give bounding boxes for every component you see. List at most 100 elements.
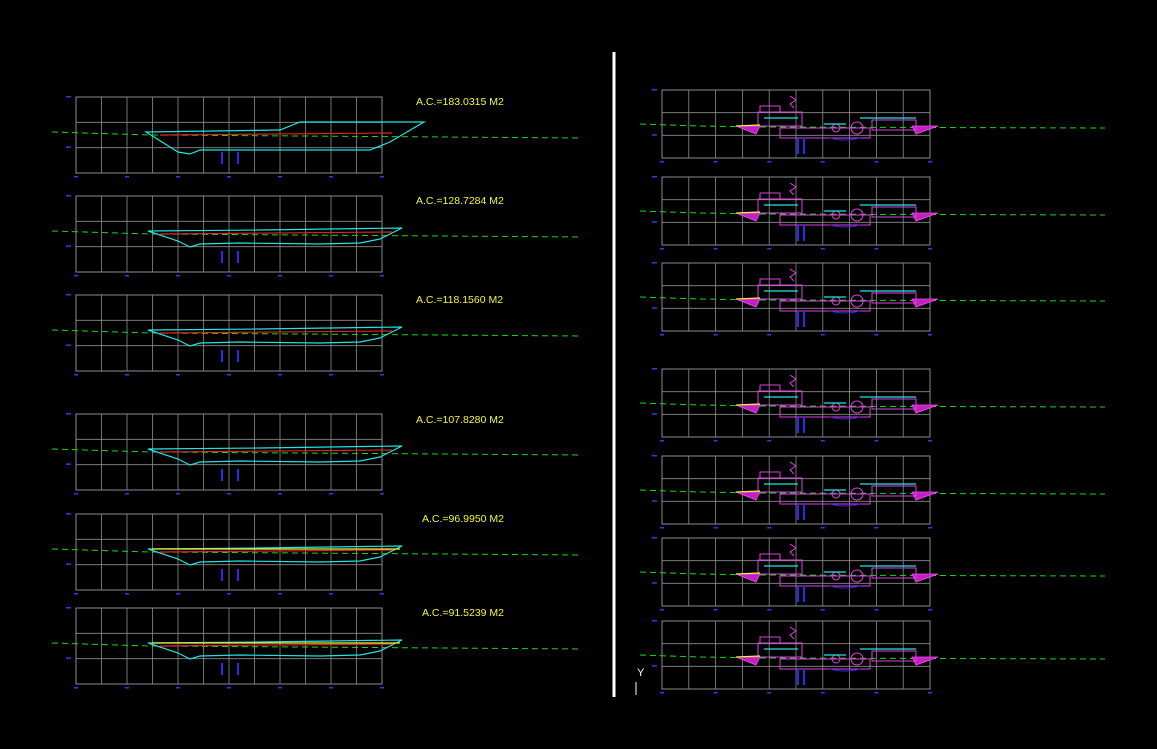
structure-box	[759, 192, 781, 200]
axis-tick-mark	[928, 527, 932, 529]
pipe-circle	[850, 487, 864, 501]
axis-tick-mark	[329, 374, 333, 376]
detailed-cross-section[interactable]	[639, 455, 1106, 529]
drain-arc	[829, 668, 861, 672]
cross-section[interactable]: A.C.=183.0315 M2	[51, 96, 583, 178]
axis-tick-mark	[820, 161, 825, 163]
centerline-marker	[797, 669, 799, 685]
detailed-cross-section[interactable]	[639, 368, 1106, 442]
axis-tick-mark	[820, 248, 825, 250]
axis-marker	[789, 543, 797, 557]
centerline-marker	[221, 569, 223, 581]
section-frame	[75, 607, 383, 685]
axis-tick-mark	[380, 593, 384, 595]
centerline-marker	[803, 311, 805, 327]
centerline-marker	[221, 251, 223, 263]
axis-tick-mark	[176, 176, 180, 178]
centerline-marker	[803, 417, 805, 433]
axis-tick-mark	[380, 275, 384, 277]
pavement-lines	[764, 117, 916, 125]
axis-tick-mark	[278, 275, 282, 277]
axis-tick-mark	[820, 334, 825, 336]
centerline-marker	[237, 350, 239, 362]
road-section-outline	[147, 639, 403, 660]
axis-tick-mark	[66, 563, 71, 565]
detailed-cross-section[interactable]	[639, 176, 1106, 250]
structure-box	[759, 384, 781, 392]
axis-tick-mark	[176, 593, 180, 595]
axis-tick-mark	[928, 440, 932, 442]
pavement-lines	[764, 396, 916, 404]
centerline-marker	[797, 417, 799, 433]
section-frame	[75, 294, 383, 372]
axis-tick-mark	[713, 161, 718, 163]
section-frame	[661, 368, 931, 438]
axis-tick-mark	[874, 161, 879, 163]
cross-section[interactable]: A.C.=107.8280 M2	[51, 413, 583, 495]
structure-box	[779, 214, 871, 226]
axis-marker	[789, 626, 797, 640]
rasante-line	[159, 132, 393, 136]
ground-line	[51, 131, 583, 139]
fill-line	[735, 490, 761, 493]
cut-area-label: A.C.=118.1560 M2	[416, 294, 503, 306]
structure-box	[779, 658, 871, 670]
axis-tick-mark	[66, 413, 71, 415]
detailed-cross-section[interactable]	[639, 89, 1106, 163]
cross-section[interactable]: A.C.=128.7284 M2	[51, 195, 583, 277]
centerline-marker	[803, 669, 805, 685]
section-frame	[661, 537, 931, 607]
structure-box	[779, 300, 871, 312]
axis-tick-mark	[874, 334, 879, 336]
axis-tick-mark	[227, 593, 231, 595]
axis-tick-mark	[125, 374, 129, 376]
axis-tick-mark	[928, 609, 932, 611]
axis-tick-mark	[278, 374, 282, 376]
axis-tick-mark	[713, 440, 718, 442]
detailed-cross-section[interactable]	[639, 262, 1106, 336]
axis-tick-mark	[125, 687, 129, 689]
cut-area-label: A.C.=183.0315 M2	[416, 96, 504, 108]
section-grid	[662, 369, 930, 437]
drain-arc	[829, 137, 861, 141]
ucs-icon: Y	[635, 667, 645, 695]
road-section-outline	[147, 445, 403, 466]
pavement-lines	[764, 204, 916, 212]
section-grid	[662, 263, 930, 331]
axis-tick-mark	[329, 275, 333, 277]
cross-section[interactable]: A.C.=96.9950 M2	[51, 513, 583, 595]
axis-tick-mark	[652, 500, 657, 502]
pipe-circle	[850, 208, 864, 222]
structure-box	[779, 575, 871, 587]
ground-line	[51, 642, 583, 650]
pipe-circle	[850, 400, 864, 414]
axis-tick-mark	[380, 493, 384, 495]
axis-tick-mark	[660, 161, 664, 163]
cross-section[interactable]: A.C.=91.5239 M2	[51, 607, 583, 689]
axis-tick-mark	[66, 513, 71, 515]
pavement-lines	[764, 648, 916, 656]
pipe-circle	[850, 569, 864, 583]
structure-box	[759, 553, 781, 561]
axis-tick-mark	[874, 248, 879, 250]
cross-section[interactable]: A.C.=118.1560 M2	[51, 294, 583, 376]
centerline-marker	[237, 251, 239, 263]
drain-arc	[829, 224, 861, 228]
axis-tick-mark	[928, 692, 932, 694]
axis-tick-mark	[125, 176, 129, 178]
axis-tick-mark	[660, 609, 664, 611]
axis-tick-mark	[767, 248, 772, 250]
axis-tick-mark	[66, 146, 71, 148]
axis-tick-mark	[767, 692, 772, 694]
detailed-cross-section[interactable]	[639, 537, 1106, 611]
axis-tick-mark	[227, 275, 231, 277]
cut-area-label: A.C.=96.9950 M2	[422, 513, 504, 525]
pipe-circle	[850, 294, 864, 308]
section-frame	[661, 176, 931, 246]
detailed-cross-section[interactable]	[639, 620, 1106, 694]
centerline-marker	[797, 586, 799, 602]
section-frame	[75, 513, 383, 591]
structure-box	[779, 406, 871, 418]
